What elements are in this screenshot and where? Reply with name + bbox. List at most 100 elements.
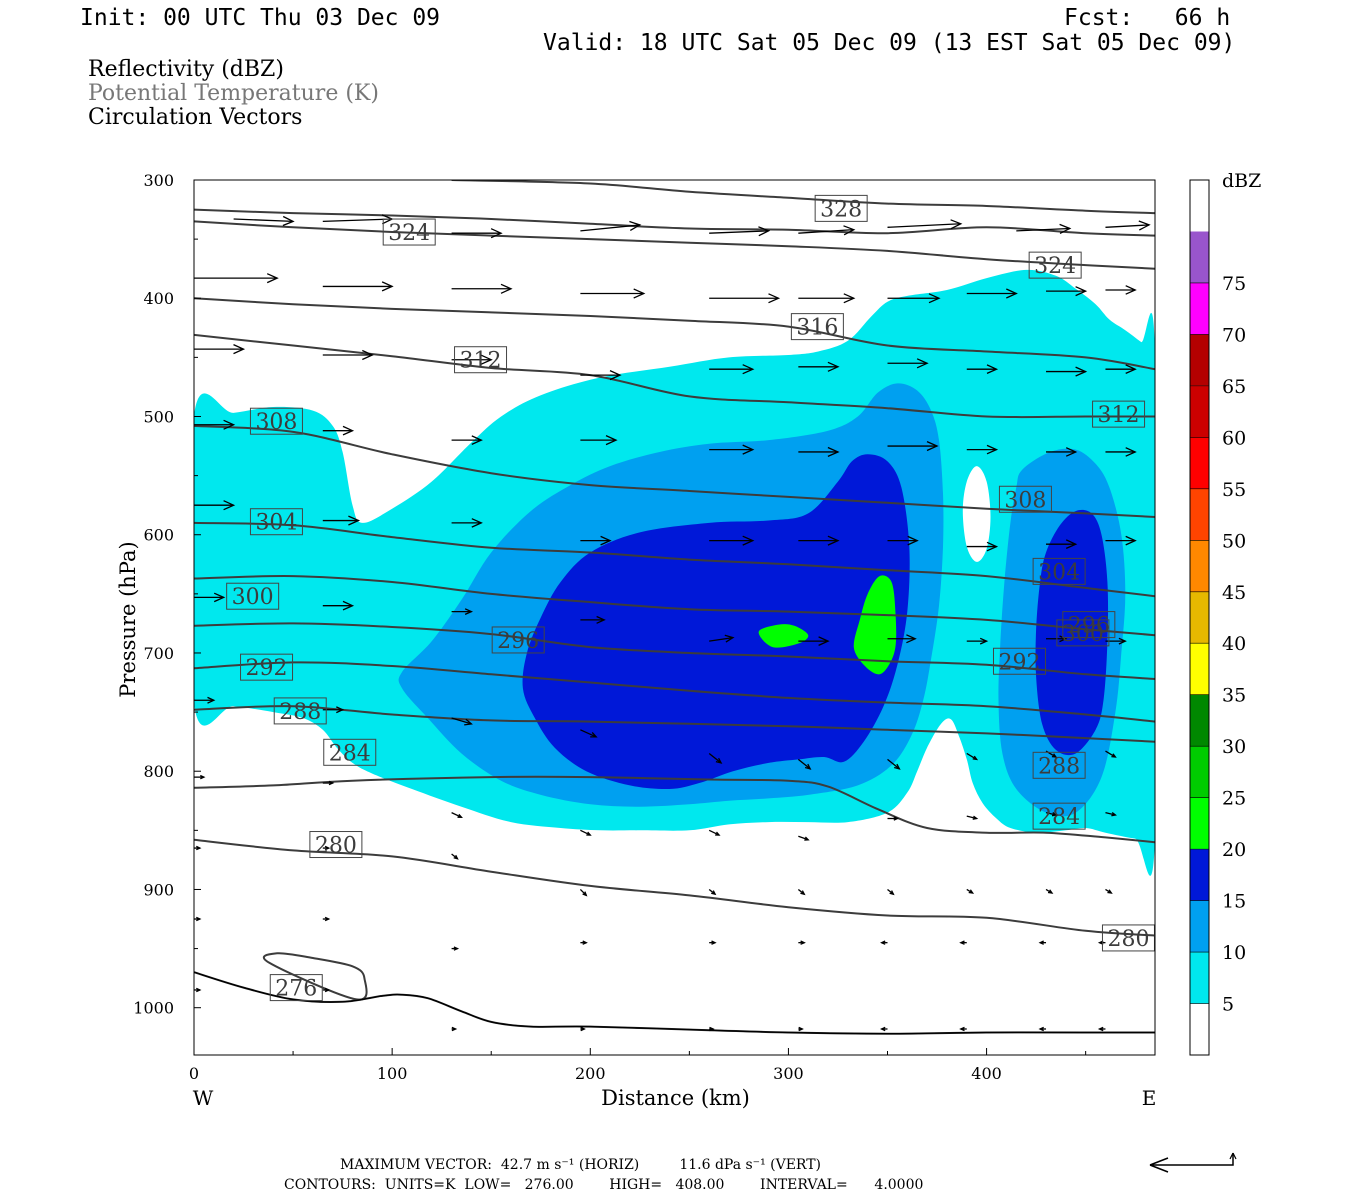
isentrope-label-280: 280 (309, 831, 363, 859)
vector-head (800, 940, 806, 945)
circulation-vector (1105, 447, 1137, 457)
x-tick-label: 100 (377, 1064, 408, 1083)
vector-head (1051, 811, 1058, 817)
circulation-vector (887, 441, 939, 452)
isentrope-label-300: 300 (1056, 619, 1110, 647)
circulation-vector (579, 888, 588, 897)
colorbar-bin (1190, 694, 1209, 747)
label-text: 288 (279, 700, 321, 725)
vector-shaft (1016, 227, 1070, 232)
colorbar-bin (1190, 746, 1209, 798)
vector-shaft (966, 815, 977, 820)
colorbar-bin (1190, 180, 1209, 232)
vector-head (1051, 753, 1058, 758)
isentrope-292K (194, 661, 1155, 723)
colorbar-bin (1190, 540, 1209, 592)
vector-head (1125, 535, 1137, 546)
reference-vector-icon (1149, 1152, 1237, 1173)
vector-head (950, 219, 963, 230)
vector-head (742, 444, 755, 455)
label-text: 292 (246, 656, 288, 681)
label-box (1101, 924, 1155, 952)
circulation-vector (798, 225, 856, 236)
vector-head (715, 757, 723, 764)
label-box (249, 508, 303, 536)
circulation-vector (451, 946, 460, 951)
label-box (998, 485, 1052, 513)
circulation-vector (194, 592, 226, 603)
vector-head (324, 987, 331, 993)
vector-head (800, 890, 806, 896)
vector-head (843, 293, 856, 304)
reflectivity-fill-layer (194, 269, 1155, 876)
vector-head (1059, 223, 1072, 234)
isentrope-label-288: 288 (273, 697, 327, 725)
vector-head (490, 228, 503, 239)
circulation-vector (708, 829, 721, 836)
y-tick-label: 800 (143, 762, 174, 781)
vector-head (758, 226, 771, 237)
vector-head (1065, 447, 1078, 457)
label-box (454, 346, 508, 374)
vector-head (213, 592, 226, 603)
vector-head (362, 349, 374, 361)
y-tick-label: 600 (143, 526, 174, 545)
circulation-vector (708, 752, 723, 764)
colorbar-bin (1190, 1003, 1209, 1055)
colorbar-label: 15 (1222, 891, 1246, 913)
colorbar-bin (1190, 488, 1209, 541)
vector-head (600, 535, 612, 546)
vector-head (742, 364, 755, 375)
circulation-vector (1105, 220, 1151, 231)
circulation-vector (709, 226, 771, 237)
label-box (790, 313, 844, 341)
label-box (992, 647, 1046, 675)
label-text: 328 (820, 197, 862, 222)
colorbar-label: 55 (1222, 479, 1246, 501)
y-tick-label: 300 (143, 171, 174, 190)
x-tick-label: 200 (575, 1064, 606, 1083)
vector-head (889, 890, 895, 896)
colorbar-frame (1189, 179, 1210, 1056)
isentrope-label-280: 280 (1101, 924, 1155, 952)
vector-head (1075, 286, 1088, 297)
vector-head (1111, 811, 1117, 817)
circulation-vector (887, 358, 929, 369)
reflectivity-region-15dbz (522, 454, 910, 790)
isentrope-284K (194, 775, 1155, 844)
vector-head (880, 940, 886, 945)
circulation-vector (451, 435, 483, 445)
label-box (240, 653, 294, 681)
label-text: 296 (1068, 614, 1110, 639)
colorbar-bin (1190, 282, 1209, 335)
label-text: 280 (1107, 927, 1149, 952)
label-text: 304 (1038, 560, 1080, 585)
vector-shaft (580, 829, 591, 836)
vector-head (986, 444, 999, 455)
vector-head (464, 608, 474, 615)
isentrope-312K (194, 333, 1155, 419)
vector-head (715, 831, 721, 836)
circulation-vector (580, 829, 592, 836)
west-label: W (193, 1086, 214, 1110)
circulation-vector (709, 1026, 715, 1032)
colorbar-label: 65 (1222, 376, 1246, 398)
circulation-vector (966, 888, 975, 894)
circulation-vector (966, 752, 979, 761)
vector-head (605, 435, 618, 446)
circulation-vector (322, 845, 331, 851)
vector-head (986, 364, 999, 374)
circulation-vector (580, 615, 606, 624)
east-label: E (1142, 1086, 1157, 1110)
vector-head (907, 535, 919, 546)
vector-shaft (887, 223, 961, 228)
circulation-vector (798, 293, 856, 304)
isentrope-280K (194, 838, 1155, 937)
circulation-vector (580, 370, 622, 381)
circulation-vector (194, 774, 206, 780)
label-text: 300 (232, 585, 274, 610)
circulation-vector (797, 758, 812, 770)
vector-head (711, 940, 717, 945)
vector-shaft (233, 218, 294, 223)
